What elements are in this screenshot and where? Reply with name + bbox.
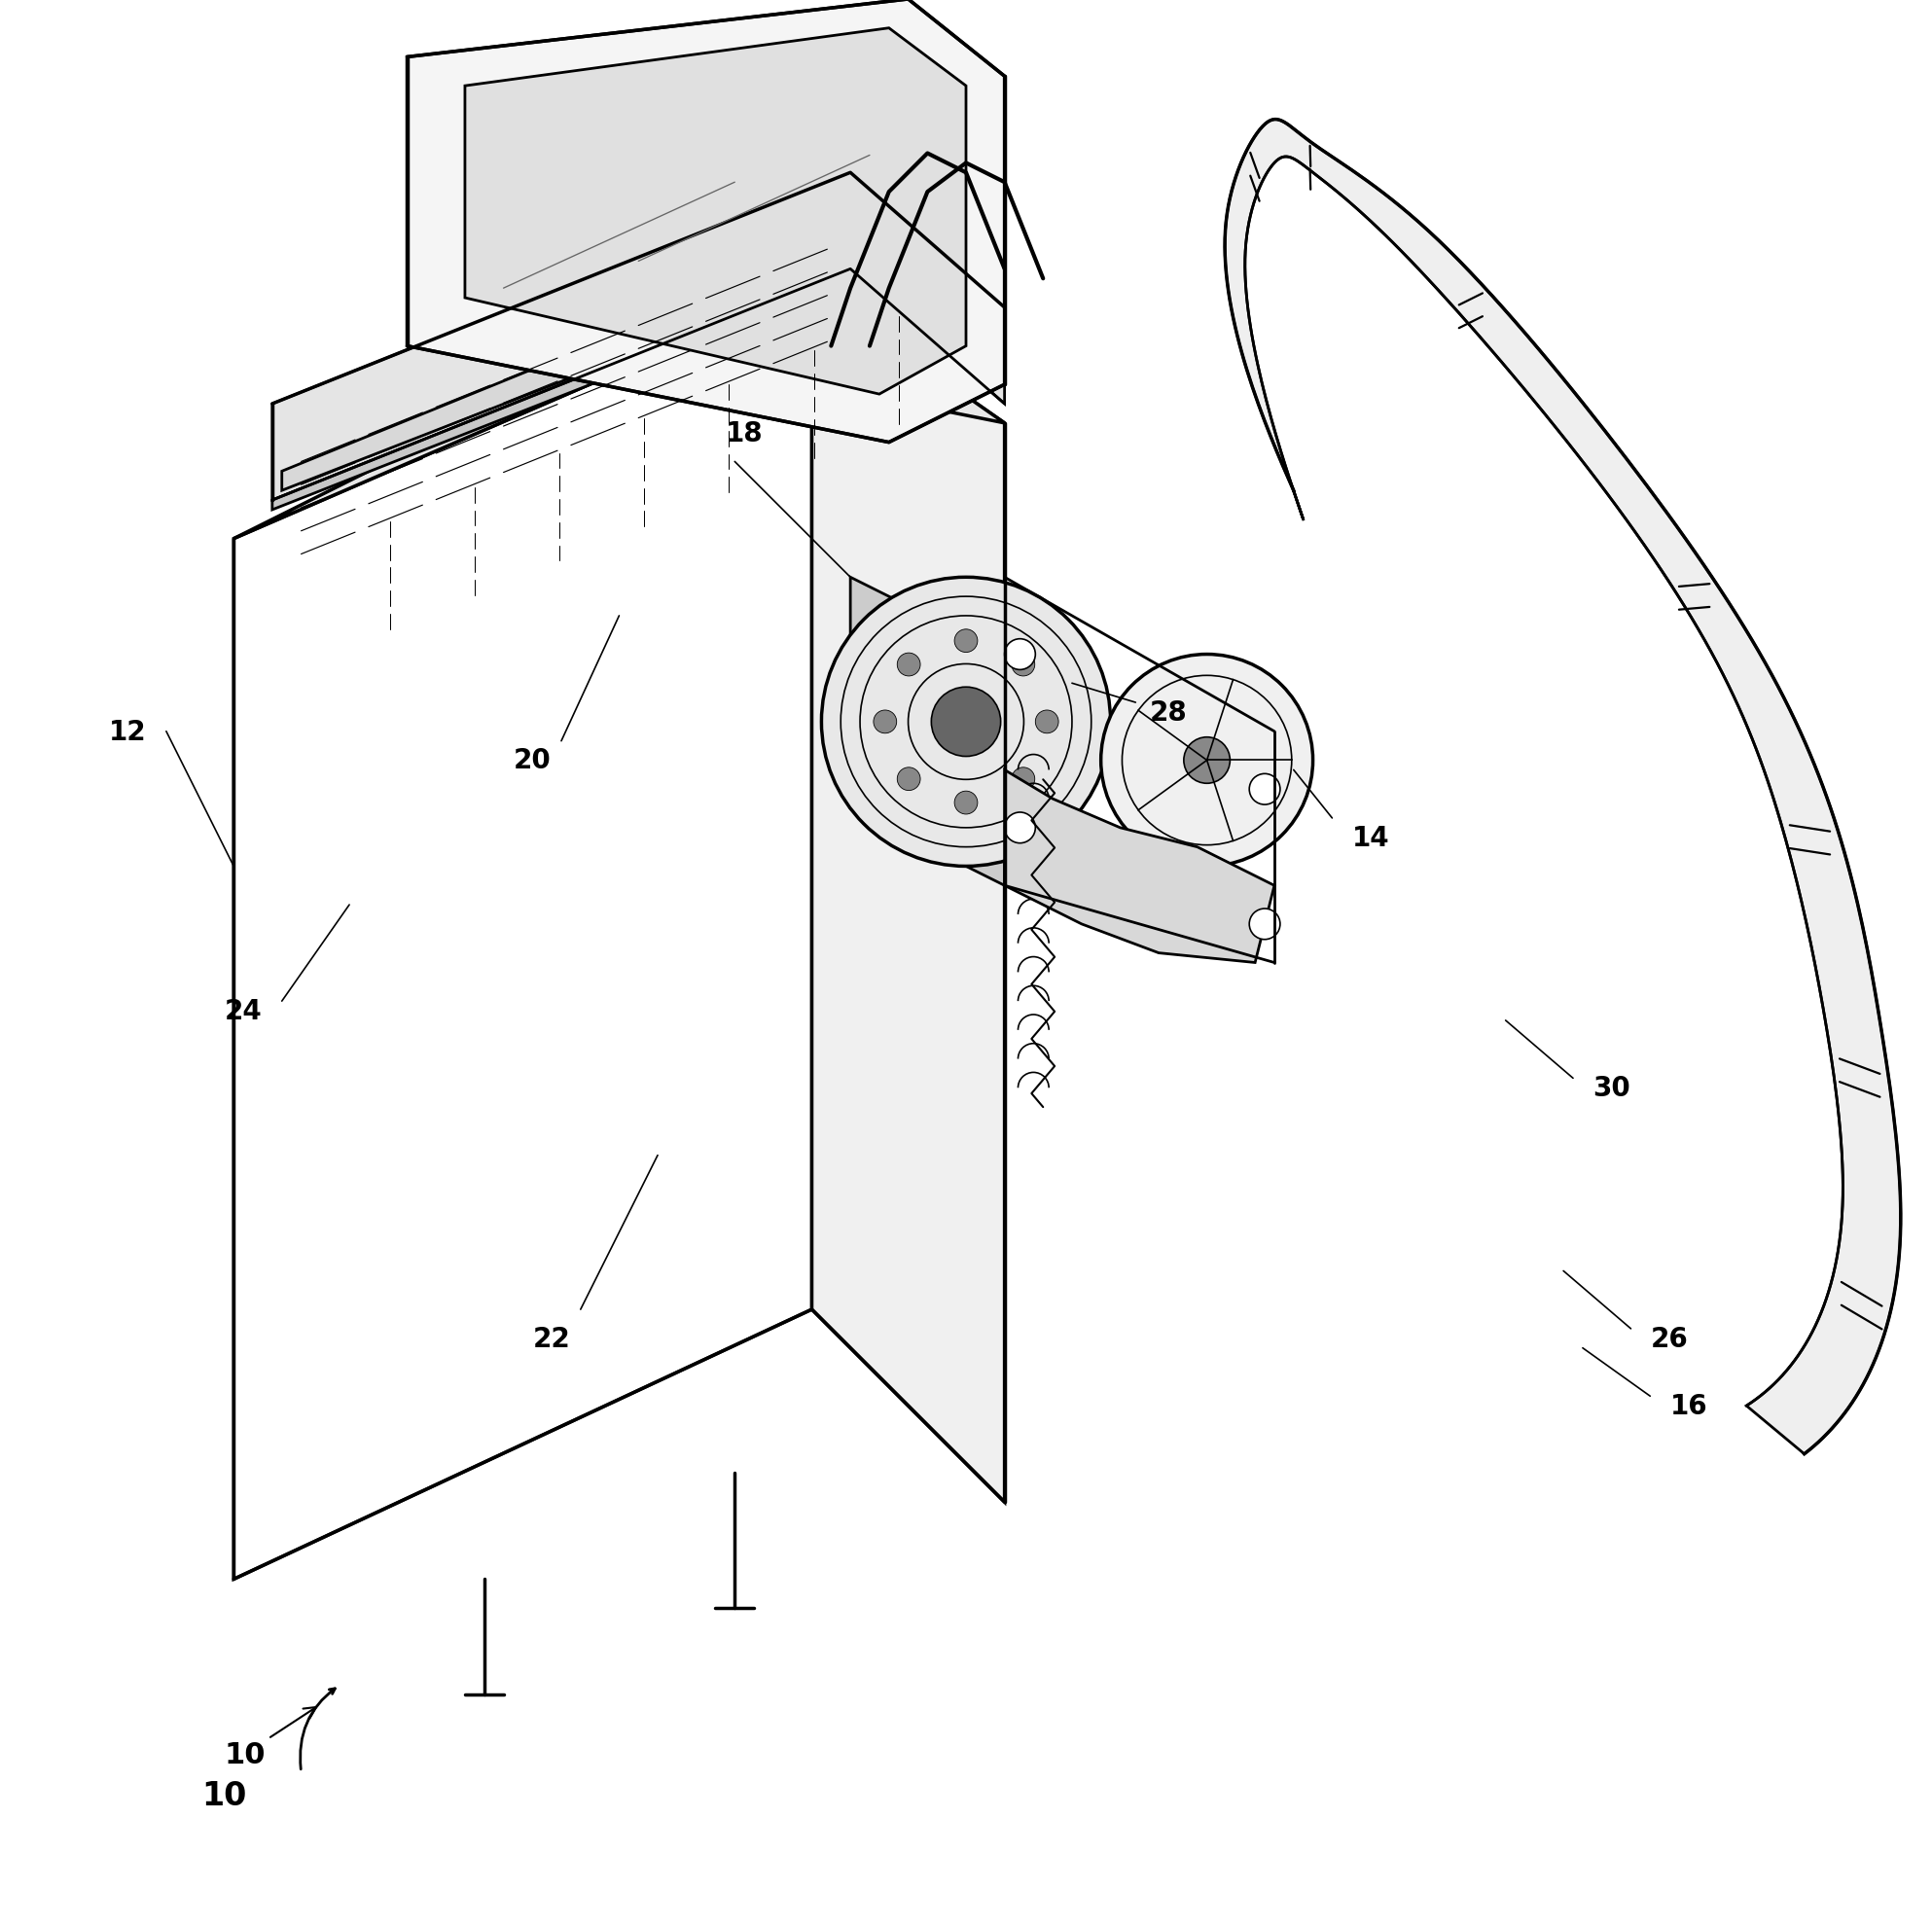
Polygon shape <box>1225 119 1901 1454</box>
Text: 22: 22 <box>533 1325 570 1352</box>
Circle shape <box>1250 774 1281 805</box>
Text: 28: 28 <box>1150 699 1186 726</box>
Text: 10: 10 <box>201 1780 247 1810</box>
Circle shape <box>954 792 978 815</box>
Text: 16: 16 <box>1669 1392 1708 1419</box>
Polygon shape <box>408 0 1005 443</box>
Circle shape <box>1005 639 1036 670</box>
Circle shape <box>1101 655 1314 867</box>
Text: 20: 20 <box>514 747 551 774</box>
Polygon shape <box>850 578 1005 886</box>
Circle shape <box>873 711 896 734</box>
Text: 18: 18 <box>726 420 763 447</box>
Text: 14: 14 <box>1352 824 1389 851</box>
Circle shape <box>1184 738 1231 784</box>
Text: 24: 24 <box>224 998 263 1025</box>
Circle shape <box>1012 768 1036 792</box>
Polygon shape <box>811 289 1005 1502</box>
Circle shape <box>954 630 978 653</box>
Polygon shape <box>272 173 1005 501</box>
Polygon shape <box>282 241 995 491</box>
Circle shape <box>1005 813 1036 844</box>
Polygon shape <box>466 29 966 395</box>
Circle shape <box>896 768 920 792</box>
Circle shape <box>931 688 1001 757</box>
Polygon shape <box>234 289 1005 539</box>
Text: 12: 12 <box>108 718 147 745</box>
Text: 26: 26 <box>1650 1325 1689 1352</box>
Text: 10: 10 <box>224 1706 317 1768</box>
Polygon shape <box>1005 770 1275 963</box>
Polygon shape <box>234 289 811 1579</box>
Circle shape <box>1250 909 1281 940</box>
Circle shape <box>1012 653 1036 676</box>
Circle shape <box>821 578 1111 867</box>
Circle shape <box>896 653 920 676</box>
Polygon shape <box>272 270 860 510</box>
Text: 30: 30 <box>1592 1075 1631 1102</box>
Circle shape <box>1036 711 1059 734</box>
